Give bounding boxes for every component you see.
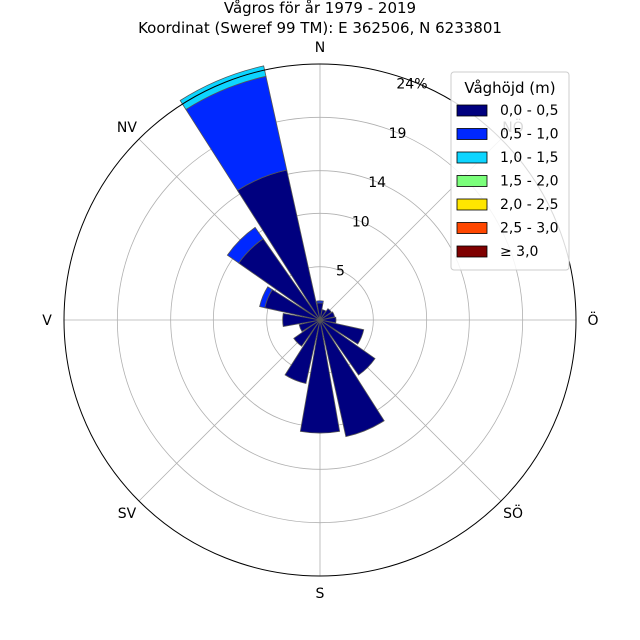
direction-labels: NNVVSVSSÖÖNÖ: [42, 40, 598, 602]
chart-title: Vågros för år 1979 - 2019: [224, 0, 416, 17]
rose-bars: [179, 65, 385, 438]
radial-tick-label: 19: [389, 126, 407, 142]
direction-label: SÖ: [503, 504, 523, 522]
rose-bar-segment: [259, 286, 273, 309]
legend-entry-label: ≥ 3,0: [500, 244, 538, 260]
rose-bar-segment: [179, 65, 267, 111]
legend-swatch: [456, 175, 488, 187]
radial-tick-label: 10: [352, 214, 370, 230]
legend-swatch: [456, 104, 488, 117]
legend-swatch: [456, 245, 488, 258]
direction-label: V: [42, 313, 52, 329]
rose-bar-segment: [226, 226, 264, 264]
rose-bar-segment: [319, 319, 376, 376]
legend-entry-label: 2,5 - 3,0: [500, 221, 558, 237]
rose-bar-segment: [293, 319, 321, 347]
legend-title: Våghöjd (m): [464, 79, 555, 97]
legend-swatch: [456, 151, 488, 164]
rose-bar-segment: [319, 311, 336, 321]
radial-tick-label: 5: [336, 264, 345, 280]
rose-bar-segment: [298, 319, 321, 333]
legend-entry-label: 2,0 - 2,5: [500, 197, 558, 213]
direction-label: N: [315, 40, 325, 56]
legend-entry-label: 0,0 - 0,5: [500, 103, 558, 119]
legend-entry-label: 1,0 - 1,5: [500, 150, 558, 166]
angular-gridline: [138, 319, 321, 502]
legend-swatch: [456, 198, 488, 211]
rose-bar-segment: [319, 319, 385, 438]
radial-tick-label: 14: [368, 175, 386, 191]
rose-bar-segment: [284, 319, 321, 385]
legend-swatch: [456, 222, 488, 234]
rose-bar-segment: [319, 319, 365, 345]
direction-label: S: [316, 586, 325, 602]
rose-bar-segment: [319, 316, 337, 324]
legend-entry-label: 0,5 - 1,0: [500, 127, 558, 143]
radial-tick-labels: 5 10 14 19 24%: [336, 76, 428, 279]
legend: Våghöjd (m) 0,0 - 0,5 0,5 - 1,0 1,0 - 1,5 1,…: [450, 71, 570, 271]
rose-bar-segment: [316, 300, 324, 304]
legend-box: [450, 71, 570, 271]
rose-bar-segment: [282, 313, 321, 327]
polar-outline: [63, 63, 577, 577]
legend-swatch: [456, 128, 488, 140]
rose-bar-segment: [299, 319, 341, 434]
direction-label: NV: [117, 120, 137, 136]
chart-subtitle: Koordinat (Sweref 99 TM): E 362506, N 62…: [138, 19, 502, 37]
rose-bar-segment: [319, 308, 332, 321]
radial-max-label: 24%: [396, 76, 427, 92]
direction-label: Ö: [587, 311, 598, 329]
legend-entry-label: 1,5 - 2,0: [500, 174, 558, 190]
direction-label: SV: [118, 506, 137, 522]
